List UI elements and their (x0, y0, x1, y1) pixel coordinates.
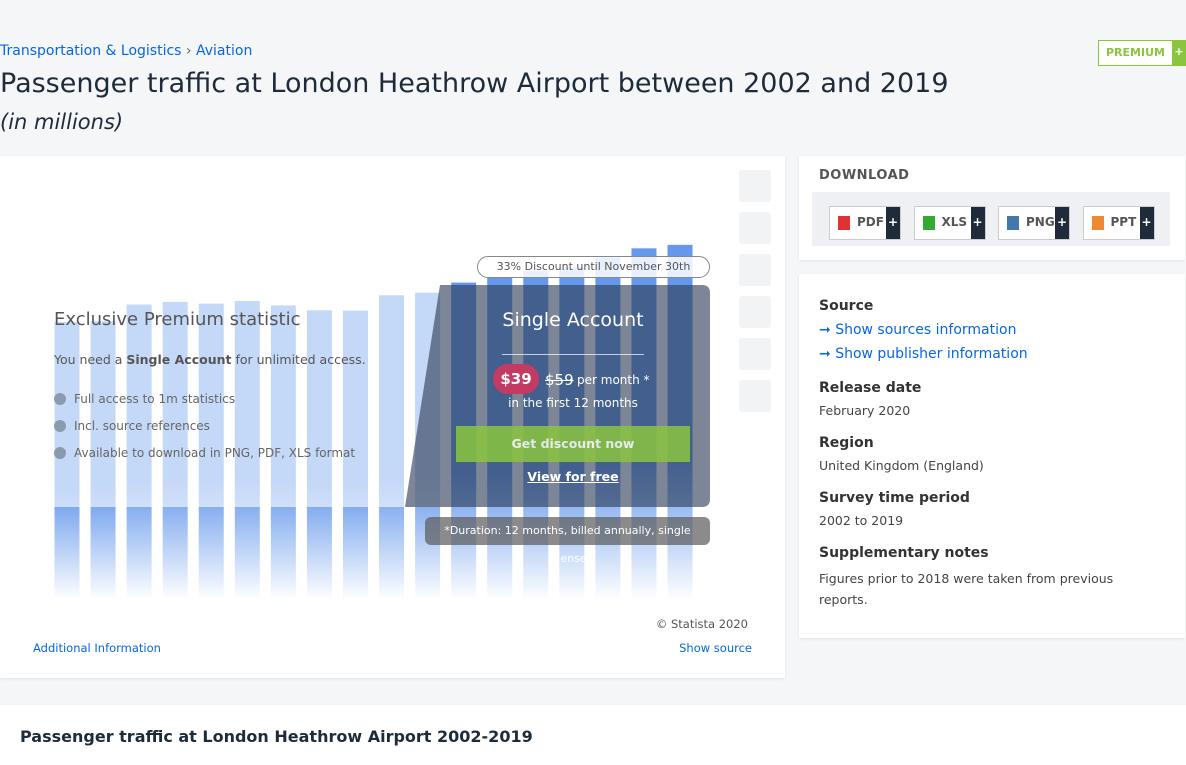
download-card: DOWNLOAD PDF + XLS + PNG + PPT + (799, 156, 1185, 260)
paywall-panel (35, 285, 445, 507)
first-months: in the first 12 months (508, 396, 638, 410)
print-icon[interactable] (739, 380, 771, 412)
copyright: © Statista 2020 (655, 617, 748, 631)
premium-plus: + (1172, 41, 1186, 65)
paywall-heading: Exclusive Premium statistic (54, 309, 301, 330)
download-label: PPT (1110, 215, 1137, 229)
breadcrumb: Transportation & Logistics › Aviation (0, 43, 252, 59)
download-plus: + (970, 207, 985, 239)
breadcrumb-sep: › (185, 43, 192, 59)
text: Show sources information (835, 322, 1017, 338)
download-label: XLS (941, 215, 968, 229)
download-plus: + (1139, 207, 1154, 239)
feature-list: Full access to 1m statistics Incl. source… (54, 392, 355, 473)
period-label: Survey time period (819, 490, 970, 506)
premium-badge[interactable]: PREMIUM + (1098, 40, 1186, 66)
text: Single Account (126, 352, 232, 367)
file-icon (922, 216, 935, 230)
details-card: Source ➞ Show sources information ➞ Show… (799, 274, 1185, 638)
check-icon (54, 447, 66, 459)
settings-icon[interactable] (739, 254, 771, 286)
additional-info[interactable]: Additional Information (33, 641, 161, 655)
feature: Full access to 1m statistics (54, 392, 355, 406)
file-icon (838, 216, 850, 230)
source-label: Source (819, 298, 874, 314)
download-label: PNG (1026, 215, 1055, 229)
notes-label: Supplementary notes (819, 545, 989, 561)
breadcrumb-link[interactable]: Transportation & Logistics (0, 43, 182, 59)
release-label: Release date (819, 380, 922, 396)
download-title: DOWNLOAD (819, 168, 910, 183)
region-label: Region (819, 435, 874, 451)
download-button[interactable]: PPT + (1082, 206, 1155, 240)
page-title: Passenger traffic at London Heathrow Air… (0, 68, 949, 99)
page-subtitle: (in millions) (0, 110, 124, 134)
download-label: PDF (857, 215, 884, 229)
download-plus: + (1055, 207, 1069, 239)
notes-value: Figures prior to 2018 were taken from pr… (819, 571, 1114, 607)
download-button[interactable]: PNG + (998, 206, 1070, 240)
paywall-need: You need a Single Account for unlimited … (54, 352, 366, 367)
text: for unlimited access. (231, 352, 366, 367)
breadcrumb-link[interactable]: Aviation (195, 43, 253, 59)
per-month: per month * (577, 373, 650, 387)
bottom-title: Passenger traffic at London Heathrow Air… (20, 727, 533, 746)
check-icon (54, 393, 66, 405)
chart-card: 33% Discount until November 30th Exclusi… (0, 156, 785, 678)
download-button[interactable]: PDF + (829, 206, 901, 240)
download-button[interactable]: XLS + (913, 206, 986, 240)
check-icon (54, 420, 66, 432)
cta-button[interactable]: Get discount now (456, 426, 690, 462)
duration-pill: *Duration: 12 months, billed annually, s… (425, 517, 710, 565)
old-price: $59 (545, 371, 574, 389)
text: You need a (54, 352, 127, 367)
share-icon[interactable] (739, 296, 771, 328)
feature: Available to download in PNG, PDF, XLS f… (54, 446, 355, 460)
discount-pill: 33% Discount until November 30th (477, 256, 710, 278)
bottom-card: Passenger traffic at London Heathrow Air… (0, 705, 1186, 765)
release-value: February 2020 (819, 403, 911, 418)
feature-text: Full access to 1m statistics (74, 392, 236, 406)
feature: Incl. source references (54, 419, 355, 433)
cite-icon[interactable] (739, 338, 771, 370)
price: $39 (493, 364, 539, 394)
premium-label: PREMIUM (1106, 46, 1165, 59)
feature-text: Available to download in PNG, PDF, XLS f… (74, 446, 356, 460)
source-link[interactable]: ➞ Show sources information (819, 322, 1017, 338)
text: Show publisher information (835, 346, 1028, 362)
view-free[interactable]: View for free (527, 469, 619, 484)
feature-text: Incl. source references (74, 419, 210, 433)
favorite-icon[interactable] (739, 170, 771, 202)
file-icon (1091, 216, 1104, 230)
divider (502, 354, 644, 355)
period-value: 2002 to 2019 (819, 513, 904, 528)
alert-icon[interactable] (739, 212, 771, 244)
publisher-link[interactable]: ➞ Show publisher information (819, 346, 1028, 362)
region-value: United Kingdom (England) (819, 458, 984, 473)
show-source[interactable]: Show source (679, 641, 752, 655)
download-plus: + (886, 207, 900, 239)
account-title: Single Account (502, 309, 644, 331)
file-icon (1007, 216, 1019, 230)
